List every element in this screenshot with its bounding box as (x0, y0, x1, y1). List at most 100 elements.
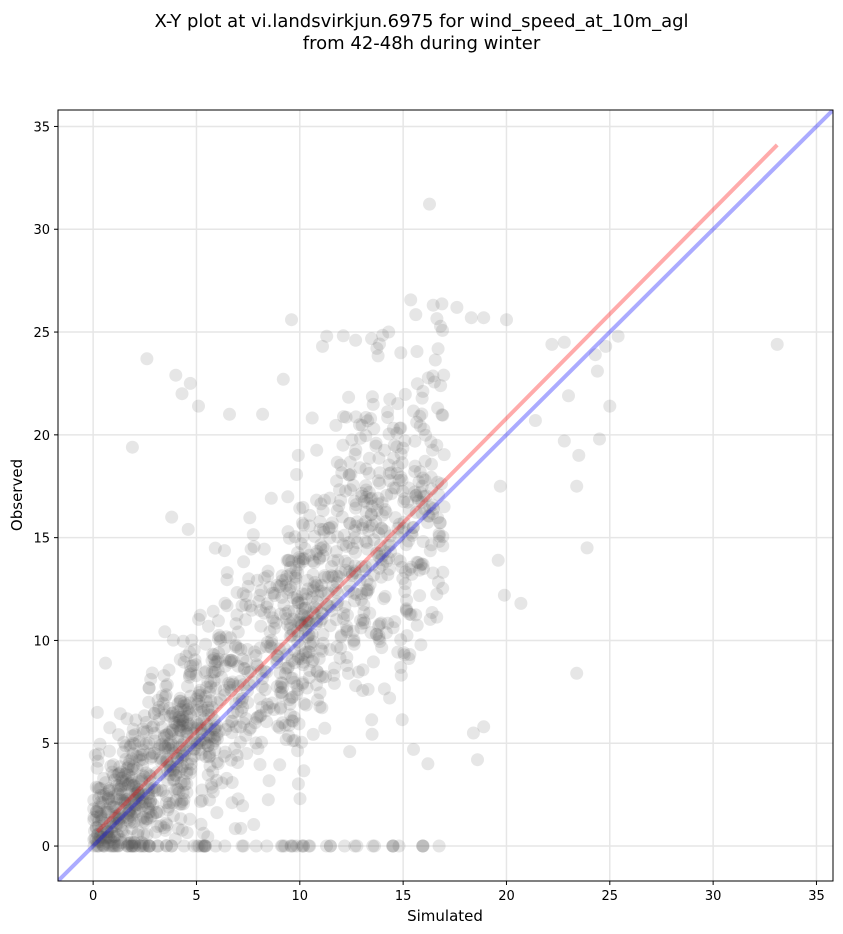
data-point (390, 426, 404, 440)
data-point (199, 839, 213, 853)
data-point (102, 838, 116, 852)
data-point (217, 683, 231, 697)
data-point (285, 313, 298, 327)
data-point (277, 598, 291, 612)
data-point (371, 349, 385, 363)
data-point (360, 583, 374, 597)
data-point (349, 498, 363, 512)
data-point (203, 749, 217, 763)
data-point (360, 496, 374, 510)
data-point (290, 589, 304, 603)
data-point (183, 708, 197, 722)
data-point (365, 332, 379, 346)
data-point (239, 712, 253, 726)
data-point (254, 583, 268, 597)
data-point (170, 751, 184, 765)
data-point (157, 729, 171, 743)
data-point (228, 822, 242, 836)
data-point (191, 718, 205, 732)
data-point (286, 690, 300, 704)
data-point (417, 562, 430, 576)
data-point (204, 676, 217, 690)
data-point (323, 619, 337, 633)
data-point (176, 714, 190, 728)
data-point (112, 839, 126, 853)
data-point (151, 742, 165, 756)
data-point (464, 311, 478, 325)
data-point (167, 746, 180, 760)
data-point (398, 434, 412, 448)
data-point (141, 787, 155, 801)
data-point (588, 348, 602, 362)
data-point (112, 801, 126, 815)
data-point (145, 666, 159, 680)
data-point (373, 617, 387, 631)
data-point (200, 717, 213, 731)
data-point (432, 488, 446, 502)
data-point (200, 720, 214, 734)
data-point (363, 578, 377, 591)
data-point (303, 637, 317, 651)
data-point (109, 819, 123, 833)
data-point (316, 339, 329, 353)
data-point (223, 631, 237, 645)
data-point (106, 816, 120, 829)
data-point (113, 760, 127, 774)
data-point (318, 569, 331, 583)
data-point (179, 724, 193, 738)
data-point (393, 554, 407, 568)
data-point (136, 722, 150, 736)
data-point (325, 604, 339, 617)
data-point (225, 776, 239, 789)
data-point (303, 508, 317, 522)
data-point (348, 594, 361, 608)
data-point (239, 613, 252, 627)
data-point (279, 733, 293, 747)
data-point (263, 605, 277, 619)
data-point (359, 515, 373, 529)
data-point (94, 788, 108, 802)
data-point (112, 813, 126, 827)
data-point (203, 793, 216, 807)
data-point (306, 568, 320, 582)
data-point (265, 641, 279, 655)
data-point (234, 643, 248, 656)
data-point (398, 492, 411, 506)
data-point (206, 765, 220, 779)
data-point (404, 560, 418, 574)
data-point (188, 733, 202, 747)
data-point (361, 414, 375, 428)
data-point (126, 736, 140, 750)
data-point (415, 479, 429, 493)
data-point (274, 607, 288, 621)
data-point (232, 692, 246, 706)
data-point (87, 793, 101, 807)
data-point (403, 503, 416, 517)
data-point (121, 839, 134, 853)
data-point (200, 664, 213, 678)
data-point (251, 742, 265, 756)
data-point (180, 715, 194, 729)
data-point (338, 600, 352, 614)
data-point (142, 736, 156, 750)
data-point (289, 577, 303, 591)
data-point (289, 571, 303, 585)
data-point (383, 392, 397, 406)
data-point (365, 518, 379, 532)
data-point (178, 778, 192, 791)
data-point (250, 711, 264, 725)
data-point (273, 758, 287, 772)
data-point (125, 822, 139, 836)
data-point (370, 503, 384, 517)
data-point (302, 616, 316, 630)
data-point (382, 427, 396, 441)
data-point (203, 759, 217, 773)
data-point (176, 634, 190, 648)
data-point (386, 839, 400, 853)
data-point (105, 825, 118, 839)
data-point (308, 600, 321, 614)
data-point (124, 808, 138, 822)
data-point (132, 734, 146, 748)
data-point (311, 588, 325, 602)
data-point (403, 607, 417, 621)
